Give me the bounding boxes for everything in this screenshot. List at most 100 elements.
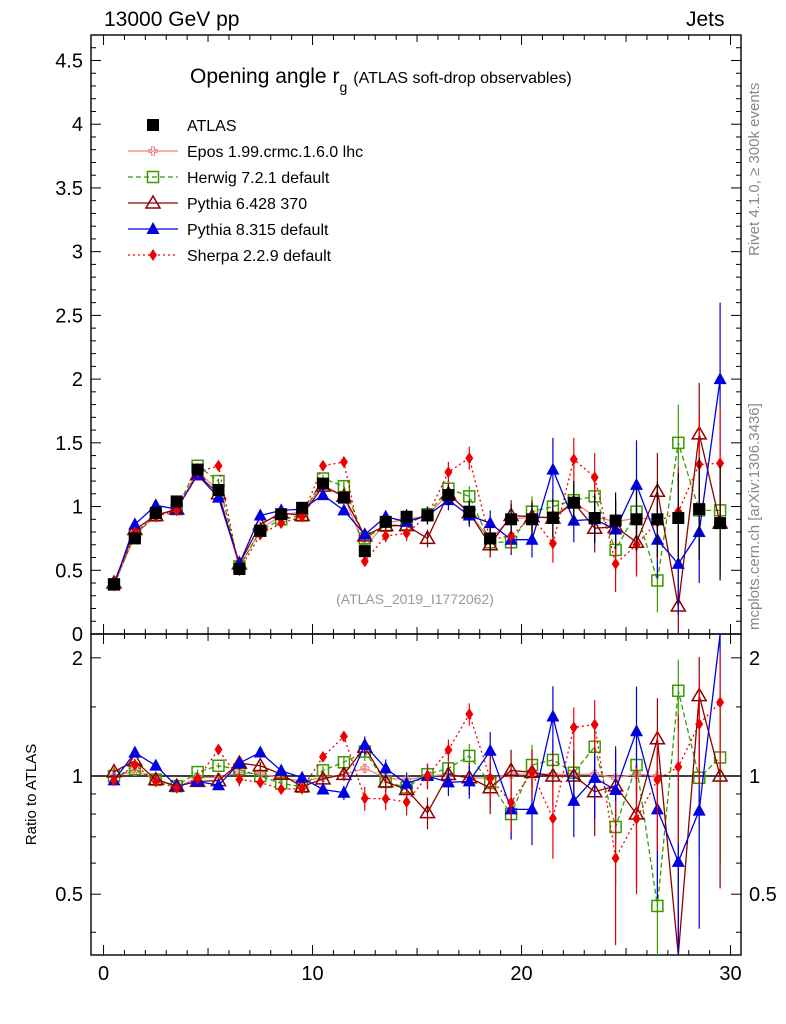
atlas-point <box>505 513 518 526</box>
point-herwig-7-2-1-default-main <box>672 436 685 450</box>
series-line-pythia-6-428-370-ratio <box>113 695 721 956</box>
point-pythia-8-315-default-main <box>713 372 727 385</box>
point-sherpa-2-2-9-default-main <box>716 457 725 470</box>
atlas-point <box>191 463 204 476</box>
point-pythia-8-315-default-ratio <box>588 770 602 783</box>
point-sherpa-2-2-9-default-ratio <box>695 717 704 730</box>
series-line-pythia-8-315-default-main <box>113 379 721 586</box>
point-pythia-8-315-default-main <box>211 490 225 503</box>
y-tick-label: 1.5 <box>55 433 83 455</box>
point-sherpa-2-2-9-default-ratio <box>569 721 578 734</box>
y-tick-label: 2.5 <box>55 305 83 327</box>
point-sherpa-2-2-9-default-main <box>611 557 620 570</box>
series-line-pythia-8-315-default-ratio <box>113 634 721 864</box>
chart-text: 0 10 20 30 0 0.5 1 1.5 2 2.5 3 3.5 4 4.5 0.5 0.5 1 1 2 2 Rat… <box>23 50 777 985</box>
atlas-point <box>546 512 559 525</box>
atlas-point <box>212 483 225 496</box>
atlas-point <box>442 489 455 502</box>
x-tick-label: 0 <box>98 963 109 985</box>
point-sherpa-2-2-9-default-main <box>339 455 348 468</box>
point-sherpa-2-2-9-default-ratio <box>256 776 265 789</box>
point-sherpa-2-2-9-default-main <box>590 471 599 484</box>
point-sherpa-2-2-9-default-ratio <box>151 775 160 788</box>
point-pythia-8-315-default-ratio <box>337 785 351 798</box>
point-pythia-6-428-370-ratio <box>502 761 520 777</box>
legend-label-sherpa-2-2-9-default: Sherpa 2.2.9 default <box>187 248 332 265</box>
legend-label-pythia-8-315-default: Pythia 8.315 default <box>187 222 329 239</box>
point-pythia-8-315-default-ratio <box>692 803 706 816</box>
atlas-point <box>421 509 434 522</box>
atlas-point <box>149 506 162 519</box>
point-sherpa-2-2-9-default-ratio <box>172 781 181 794</box>
series-line-sherpa-2-2-9-default-main <box>113 457 721 586</box>
ratio-y-tick-label-right: 2 <box>749 648 760 670</box>
point-sherpa-2-2-9-default-ratio <box>381 792 390 805</box>
point-pythia-8-315-default-main <box>358 527 372 540</box>
point-sherpa-2-2-9-default-main <box>360 555 369 568</box>
y-tick-label: 3.5 <box>55 178 83 200</box>
point-sherpa-2-2-9-default-ratio <box>423 770 432 783</box>
chart-frame <box>90 34 742 956</box>
atlas-point <box>651 513 664 526</box>
point-sherpa-2-2-9-default-ratio <box>548 812 557 825</box>
point-sherpa-2-2-9-default-ratio <box>444 743 453 756</box>
point-pythia-8-315-default-ratio <box>295 770 309 783</box>
point-pythia-8-315-default-ratio <box>358 737 372 750</box>
point-sherpa-2-2-9-default-ratio <box>716 696 725 709</box>
point-sherpa-2-2-9-default-main <box>318 459 327 472</box>
point-pythia-8-315-default-main <box>629 477 643 490</box>
point-pythia-8-315-default-main <box>525 532 539 545</box>
point-pythia-8-315-default-main <box>337 503 351 516</box>
atlas-point <box>337 491 350 504</box>
legend-marker-epos-1-99-crmc-1-6-0-lhc <box>148 146 158 156</box>
atlas-point <box>672 512 685 525</box>
point-pythia-8-315-default-ratio <box>379 761 393 774</box>
x-tick-label: 20 <box>510 963 532 985</box>
header-left-label: 13000 GeV pp <box>104 8 240 31</box>
atlas-point <box>588 512 601 525</box>
atlas-point <box>525 513 538 526</box>
point-pythia-8-315-default-ratio <box>671 854 685 867</box>
point-sherpa-2-2-9-default-ratio <box>360 792 369 805</box>
point-sherpa-2-2-9-default-ratio <box>632 812 641 825</box>
atlas-point <box>254 524 267 537</box>
point-pythia-8-315-default-ratio <box>567 793 581 806</box>
point-pythia-8-315-default-main <box>316 488 330 501</box>
chart-series <box>105 302 729 956</box>
y-tick-label: 4 <box>72 114 83 136</box>
point-sherpa-2-2-9-default-ratio <box>465 708 474 721</box>
point-pythia-8-315-default-main <box>253 508 267 521</box>
point-sherpa-2-2-9-default-ratio <box>507 796 516 809</box>
point-sherpa-2-2-9-default-main <box>569 453 578 466</box>
y-tick-label: 3 <box>72 242 83 264</box>
atlas-point <box>609 514 622 527</box>
point-pythia-8-315-default-ratio <box>400 776 414 789</box>
point-sherpa-2-2-9-default-ratio <box>109 774 118 787</box>
point-pythia-8-315-default-main <box>128 517 142 530</box>
ratio-y-tick-label-right: 0.5 <box>749 884 777 906</box>
point-pythia-8-315-default-ratio <box>546 709 560 722</box>
point-pythia-6-428-370-ratio <box>711 767 729 782</box>
point-sherpa-2-2-9-default-ratio <box>214 743 223 756</box>
atlas-point <box>379 515 392 528</box>
atlas-point <box>400 510 413 523</box>
atlas-point <box>463 505 476 518</box>
series-line-sherpa-2-2-9-default-ratio <box>113 701 721 861</box>
legend-marker-pythia-8-315-default <box>146 222 160 234</box>
ratio-y-tick-label: 0.5 <box>55 884 83 906</box>
point-sherpa-2-2-9-default-ratio <box>674 760 683 773</box>
point-pythia-6-428-370-ratio <box>419 804 436 819</box>
point-sherpa-2-2-9-default-ratio <box>402 795 411 808</box>
y-tick-label: 1 <box>72 497 83 519</box>
point-sherpa-2-2-9-default-ratio <box>486 772 495 785</box>
chart-title: Opening angle rg (ATLAS soft-drop observa… <box>190 65 572 95</box>
point-sherpa-2-2-9-default-ratio <box>298 782 307 795</box>
series-line-herwig-7-2-1-default-main <box>113 442 721 585</box>
y-tick-label: 0 <box>72 624 83 646</box>
atlas-point <box>714 517 727 530</box>
atlas-point <box>275 508 288 521</box>
x-tick-label: 10 <box>301 963 323 985</box>
ratio-y-tick-label-right: 1 <box>749 766 760 788</box>
point-herwig-7-2-1-default-ratio <box>651 899 664 913</box>
atlas-point <box>170 495 183 508</box>
